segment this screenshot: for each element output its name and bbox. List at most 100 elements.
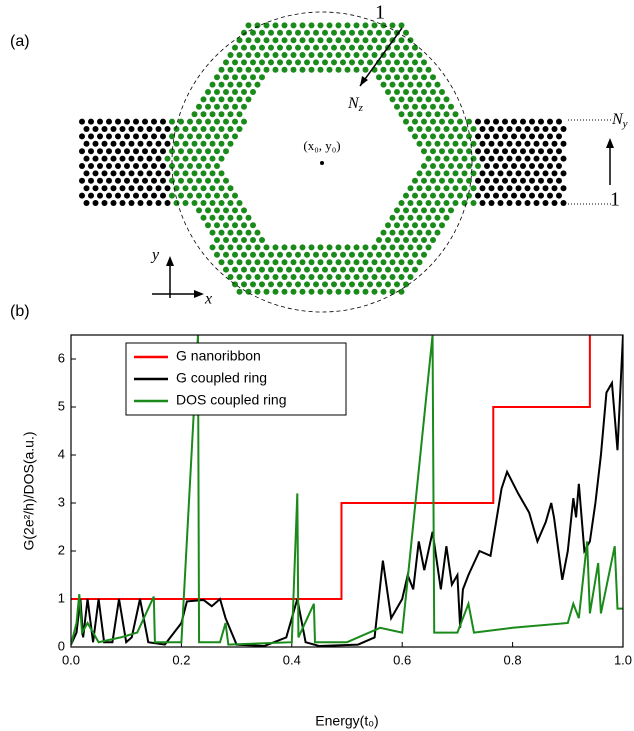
atom [448, 207, 454, 214]
atom [529, 192, 535, 199]
atom [443, 111, 450, 118]
atom [187, 192, 193, 199]
atom [250, 59, 256, 66]
nz-symbol: N [347, 95, 360, 112]
atom [448, 133, 454, 140]
atom [335, 37, 342, 44]
atom [385, 251, 391, 258]
atom [412, 103, 418, 110]
atom [520, 192, 526, 199]
atom [407, 111, 414, 118]
atom [164, 155, 171, 162]
atom [470, 155, 477, 162]
atom [254, 274, 261, 280]
atom [272, 37, 279, 44]
atom [281, 274, 288, 280]
atom [223, 251, 229, 258]
atom [430, 74, 436, 81]
atom [223, 207, 229, 214]
atom [106, 192, 112, 199]
atom [335, 288, 342, 295]
atom [200, 140, 207, 147]
atom [304, 59, 310, 66]
atom [452, 111, 459, 118]
atom [506, 140, 513, 147]
atom [421, 133, 427, 140]
atom [322, 266, 328, 273]
atom [236, 37, 243, 44]
y-tick-label: 2 [58, 542, 65, 557]
atom [214, 177, 220, 184]
atom [461, 155, 468, 162]
atom [218, 66, 225, 73]
atom [223, 222, 229, 229]
atom [236, 229, 243, 236]
atom [425, 140, 432, 147]
atom [178, 118, 184, 125]
atom [484, 148, 490, 155]
atom [376, 251, 382, 258]
atom [439, 103, 445, 110]
atom [146, 126, 153, 132]
atom [209, 170, 216, 177]
atom [542, 170, 549, 177]
atom [340, 44, 346, 51]
nz-sub: z [358, 102, 364, 114]
atom [416, 81, 423, 88]
atom [272, 244, 279, 251]
atom [475, 163, 481, 169]
atom [533, 126, 540, 132]
atom [236, 81, 243, 88]
atom [200, 155, 207, 162]
atom [142, 118, 148, 125]
atom [236, 214, 243, 221]
atom [209, 126, 216, 132]
atom [479, 126, 486, 132]
atom [200, 96, 207, 103]
atom [263, 288, 270, 295]
atom [560, 140, 567, 147]
atom [367, 266, 373, 273]
atom [322, 59, 328, 66]
atom [79, 148, 85, 155]
atom [551, 170, 558, 177]
atom [227, 229, 234, 236]
atom [335, 22, 342, 29]
atom [218, 140, 225, 147]
atom [187, 163, 193, 169]
atom [155, 155, 162, 162]
atom [173, 155, 180, 162]
legend-label: G nanoribbon [176, 348, 261, 364]
atom [236, 274, 243, 280]
atom [245, 244, 252, 251]
atom [380, 244, 387, 251]
atom [236, 111, 243, 118]
atom [218, 200, 225, 206]
atom [155, 140, 162, 147]
atom [493, 192, 499, 199]
atom [331, 281, 337, 288]
atom [227, 81, 234, 88]
atom [524, 140, 531, 147]
atom [236, 200, 243, 206]
atom [434, 126, 441, 132]
atom [88, 148, 94, 155]
atom [488, 170, 495, 177]
atom [353, 37, 360, 44]
atom [97, 118, 103, 125]
atom [128, 155, 135, 162]
atom [83, 200, 90, 206]
atom [421, 163, 427, 169]
atom [299, 37, 306, 44]
atom [259, 59, 265, 66]
atom [542, 140, 549, 147]
atom [556, 148, 562, 155]
atom [434, 81, 441, 88]
atom [398, 52, 405, 58]
atom [205, 222, 211, 229]
atom [92, 185, 99, 192]
atom [430, 237, 436, 243]
y-axis-label: y [150, 247, 160, 264]
atom [524, 126, 531, 132]
atom [443, 126, 450, 132]
